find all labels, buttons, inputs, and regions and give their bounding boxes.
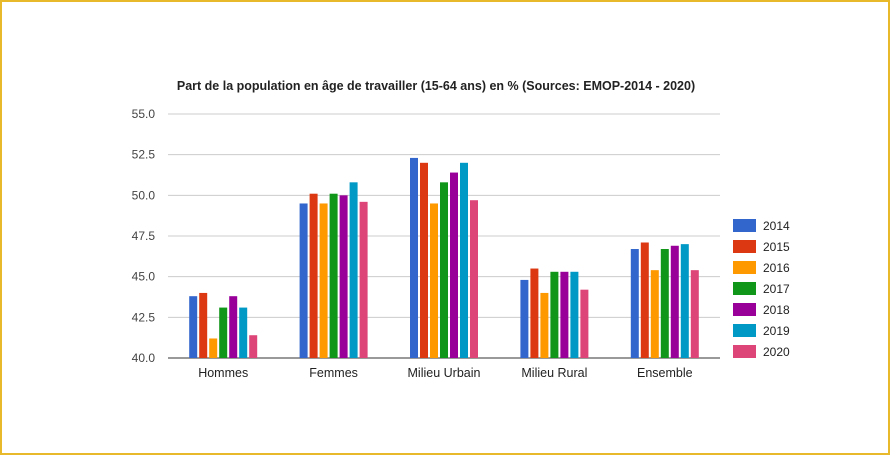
legend-item-2015: 2015 [733,240,790,254]
bar-2016-femmes [319,203,328,358]
bar-2014-hommes [189,296,198,358]
legend-swatch [733,282,756,295]
bar-2016-milieu-rural [540,292,549,358]
y-tick-label: 45.0 [132,270,156,284]
legend-swatch [733,324,756,337]
bar-2015-milieu-rural [530,268,539,358]
bar-2017-femmes [329,193,338,358]
bar-2018-femmes [339,195,348,358]
legend-item-2020: 2020 [733,345,790,359]
x-category-label: Hommes [198,366,248,380]
legend-swatch [733,219,756,232]
y-tick-label: 42.5 [132,310,156,324]
bar-2016-milieu-urbain [430,203,438,358]
legend-item-2018: 2018 [733,303,790,317]
bar-2020-milieu-urbain [470,200,478,358]
bar-2020-ensemble [690,270,699,358]
legend-swatch [733,303,756,316]
bar-2019-femmes [349,182,358,358]
bar-2014-milieu-rural [520,279,529,358]
legend-item-2016: 2016 [733,261,790,275]
bar-2020-femmes [359,201,368,358]
bar-2017-hommes [219,307,228,358]
bar-2014-femmes [299,203,308,358]
bar-2017-ensemble [660,249,669,358]
legend-label: 2017 [763,282,790,296]
bars [189,157,699,358]
bar-2016-ensemble [650,270,659,358]
bar-2020-hommes [249,335,258,358]
legend: 2014 2015 2016 2017 2018 2019 2020 [733,219,790,359]
bar-2015-ensemble [640,242,649,358]
bar-2014-ensemble [630,249,639,358]
y-tick-label: 40.0 [132,351,156,365]
y-tick-label: 55.0 [132,107,156,121]
bar-2019-hommes [239,307,248,358]
x-category-label: Ensemble [637,366,693,380]
y-tick-label: 47.5 [132,229,156,243]
legend-label: 2019 [763,324,790,338]
x-category-label: Milieu Rural [521,366,587,380]
legend-swatch [733,261,756,274]
bar-2020-milieu-rural [580,289,589,358]
y-tick-label: 52.5 [132,148,156,162]
legend-label: 2014 [763,219,790,233]
bar-2019-milieu-rural [570,271,579,358]
legend-item-2017: 2017 [733,282,790,296]
bar-2015-milieu-urbain [420,162,428,358]
x-category-label: Femmes [309,366,358,380]
chart-title: Part de la population en âge de travaill… [177,79,695,93]
bar-2019-ensemble [680,244,689,358]
bar-2018-milieu-urbain [450,172,458,358]
legend-swatch [733,240,756,253]
y-axis-ticks: 40.0 42.5 45.0 47.5 50.0 52.5 55.0 [132,107,156,365]
bar-2014-milieu-urbain [410,157,418,358]
legend-item-2019: 2019 [733,324,790,338]
x-axis-categories: Hommes Femmes Milieu Urbain Milieu Rural Ens… [198,366,692,380]
x-category-label: Milieu Urbain [408,366,481,380]
legend-swatch [733,345,756,358]
bar-2016-hommes [209,338,218,358]
legend-label: 2020 [763,345,790,359]
bar-2018-milieu-rural [560,271,569,358]
legend-item-2014: 2014 [733,219,790,233]
bar-2019-milieu-urbain [460,162,468,358]
bar-2015-femmes [309,193,318,358]
y-tick-label: 50.0 [132,188,156,202]
bar-2018-hommes [229,296,238,358]
bar-2017-milieu-rural [550,271,559,358]
legend-label: 2015 [763,240,790,254]
bar-2018-ensemble [670,245,679,358]
legend-label: 2018 [763,303,790,317]
legend-label: 2016 [763,261,790,275]
bar-2015-hommes [199,292,208,358]
bar-2017-milieu-urbain [440,182,448,358]
